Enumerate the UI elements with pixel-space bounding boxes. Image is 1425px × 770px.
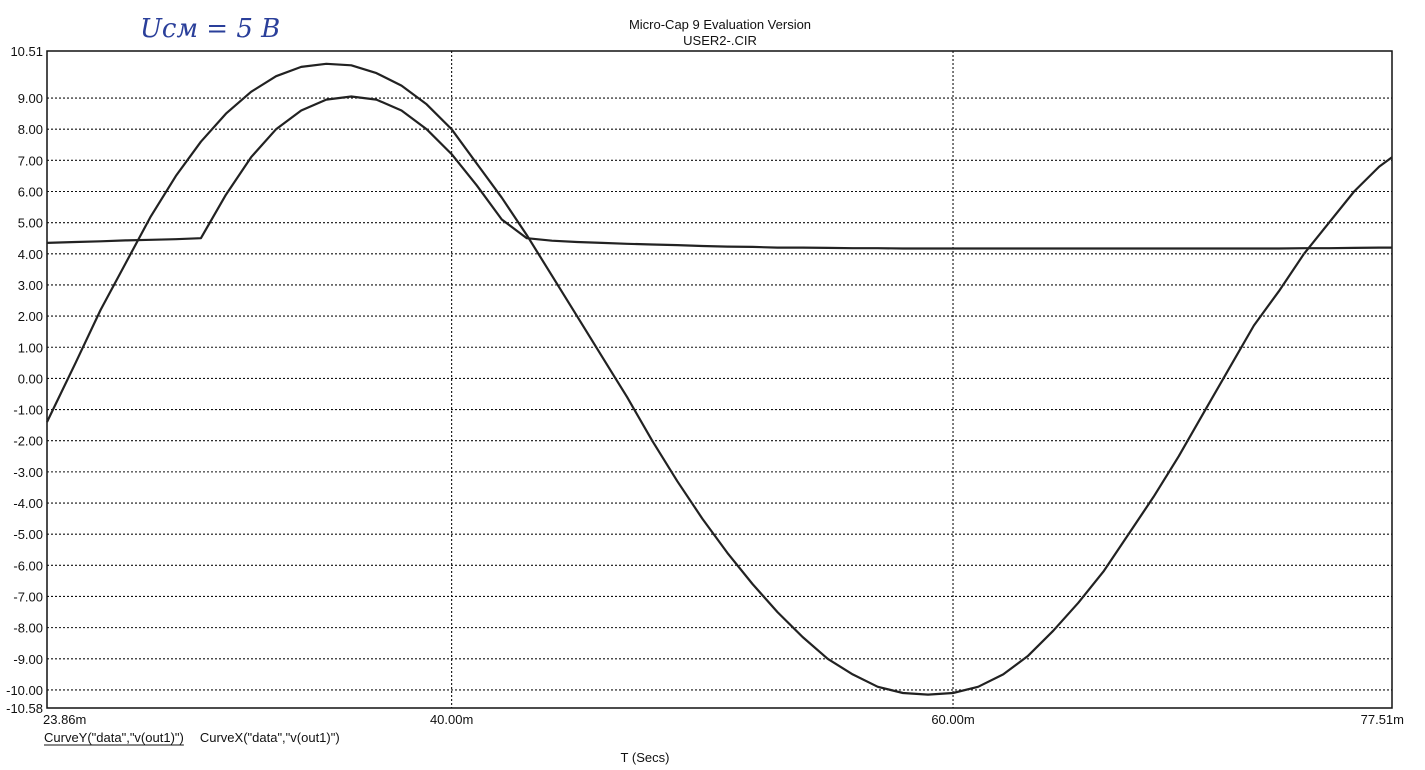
x-tick-label: 60.00m: [931, 712, 974, 727]
chart-title: Micro-Cap 9 Evaluation Version: [629, 17, 811, 32]
series-line-1: [46, 62, 1393, 696]
y-tick-label: -3.00: [13, 465, 43, 480]
y-tick-label: 4.00: [18, 247, 43, 262]
x-axis-label: T (Secs): [621, 750, 670, 765]
grid: [47, 51, 1392, 708]
y-tick-label: -6.00: [13, 558, 43, 573]
legend-entry-2: CurveX("data","v(out1)"): [200, 730, 340, 745]
series-line-2: [46, 95, 1392, 250]
chart-subtitle: USER2-.CIR: [683, 33, 757, 48]
y-tick-label: 1.00: [18, 340, 43, 355]
y-tick-label: -8.00: [13, 621, 43, 636]
x-tick-label: 77.51m: [1361, 712, 1404, 727]
y-tick-label: -5.00: [13, 527, 43, 542]
legend-entry-1: CurveY("data","v(out1)"): [44, 730, 184, 745]
y-tick-label: 2.00: [18, 309, 43, 324]
series-group: [46, 62, 1393, 696]
y-tick-label: -4.00: [13, 496, 43, 511]
y-tick-label: -2.00: [13, 434, 43, 449]
legend: CurveY("data","v(out1)") CurveX("data","v…: [44, 730, 340, 746]
y-tick-label: -10.00: [6, 683, 43, 698]
x-tick-label: 40.00m: [430, 712, 473, 727]
y-tick-label: -1.00: [13, 403, 43, 418]
y-tick-label: 10.51: [10, 44, 43, 59]
x-axis-ticks: 23.86m 40.00m 60.00m 77.51m: [43, 712, 1404, 727]
y-tick-label: 3.00: [18, 278, 43, 293]
y-tick-label: 6.00: [18, 184, 43, 199]
y-tick-label: -10.58: [6, 701, 43, 716]
plot-frame: [46, 50, 1393, 709]
y-tick-label: 5.00: [18, 216, 43, 231]
handwritten-annotation: Uсм = 5 В: [140, 14, 280, 44]
y-tick-label: -7.00: [13, 589, 43, 604]
y-axis-ticks: 10.51 9.00 8.00 7.00 6.00 5.00 4.00 3.00 2.00 1.0…: [6, 44, 43, 716]
y-tick-label: 0.00: [18, 371, 43, 386]
y-tick-label: -9.00: [13, 652, 43, 667]
y-tick-label: 9.00: [18, 91, 43, 106]
y-tick-label: 7.00: [18, 153, 43, 168]
y-tick-label: 8.00: [18, 122, 43, 137]
x-tick-label: 23.86m: [43, 712, 86, 727]
